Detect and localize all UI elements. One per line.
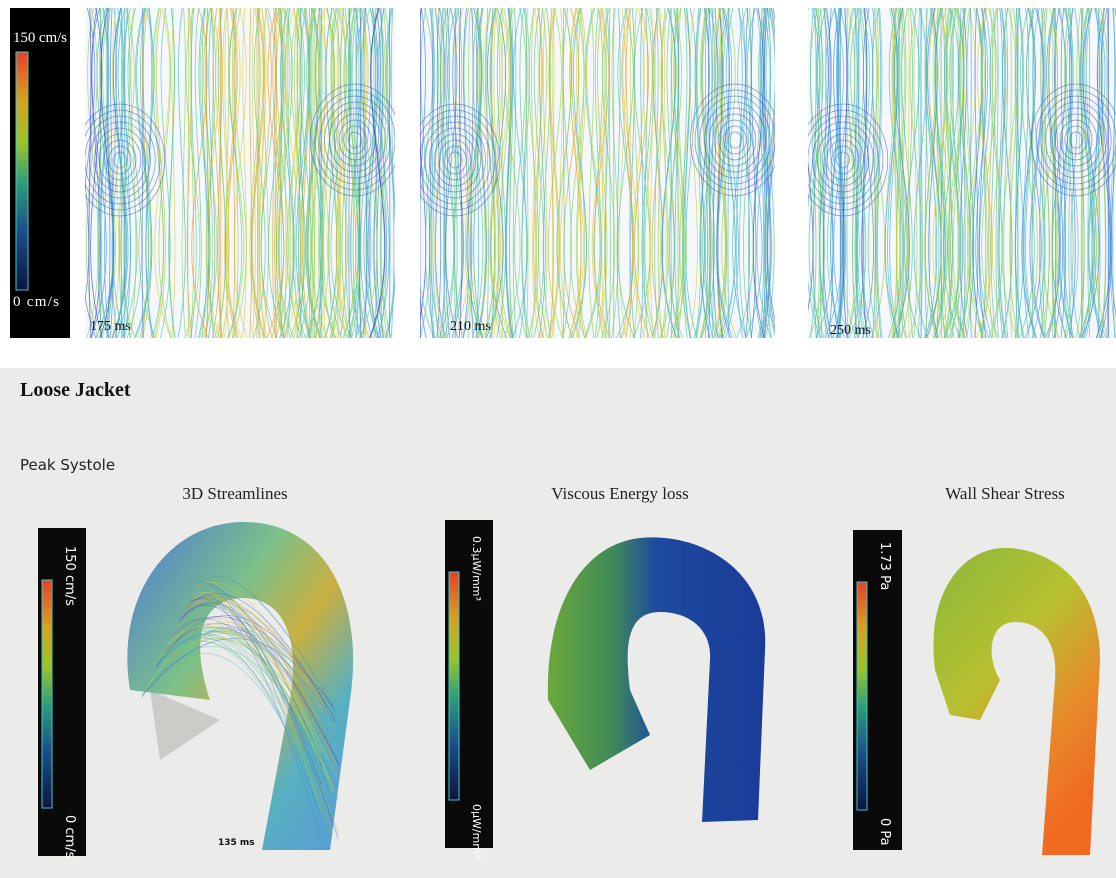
colorbar-max: 150 cm/s [62,546,77,606]
colorbar-min: 0 cm/s [62,815,77,859]
panel-subtitle: Peak Systole [20,456,115,474]
colorbar-max: 1.73 Pa [877,542,892,590]
streamline-frames [74,0,1116,345]
colorbar-max: 150 cm/s [13,30,67,46]
view-title: Wall Shear Stress [945,484,1065,503]
colorbar [16,52,28,290]
colorbar [857,582,867,810]
colorbar-min: 0 cm/s [13,294,59,310]
colorbar [42,580,52,808]
streamline [220,0,221,345]
view-title: Viscous Energy loss [551,484,689,503]
colorbar-min: 0 Pa [877,818,892,846]
streamline-frame [74,0,400,345]
panel-title: Loose Jacket [20,379,131,401]
view-title: 3D Streamlines [182,484,287,503]
streamline [313,0,314,345]
frame-time: 175 ms [90,319,131,334]
frame-time: 135 ms [218,838,255,848]
streamline-frame [798,0,1116,345]
frame-time: 250 ms [830,323,871,338]
colorbar-min: 0µW/mm³ [470,804,483,858]
frame-time: 210 ms [450,319,491,334]
streamline-frame [410,0,782,345]
colorbar-max: 0.3µW/mm³ [470,536,483,601]
figure: 150 cm/s 0 cm/s 175 ms 210 ms 250 ms Loo… [0,0,1116,878]
colorbar [449,572,459,800]
